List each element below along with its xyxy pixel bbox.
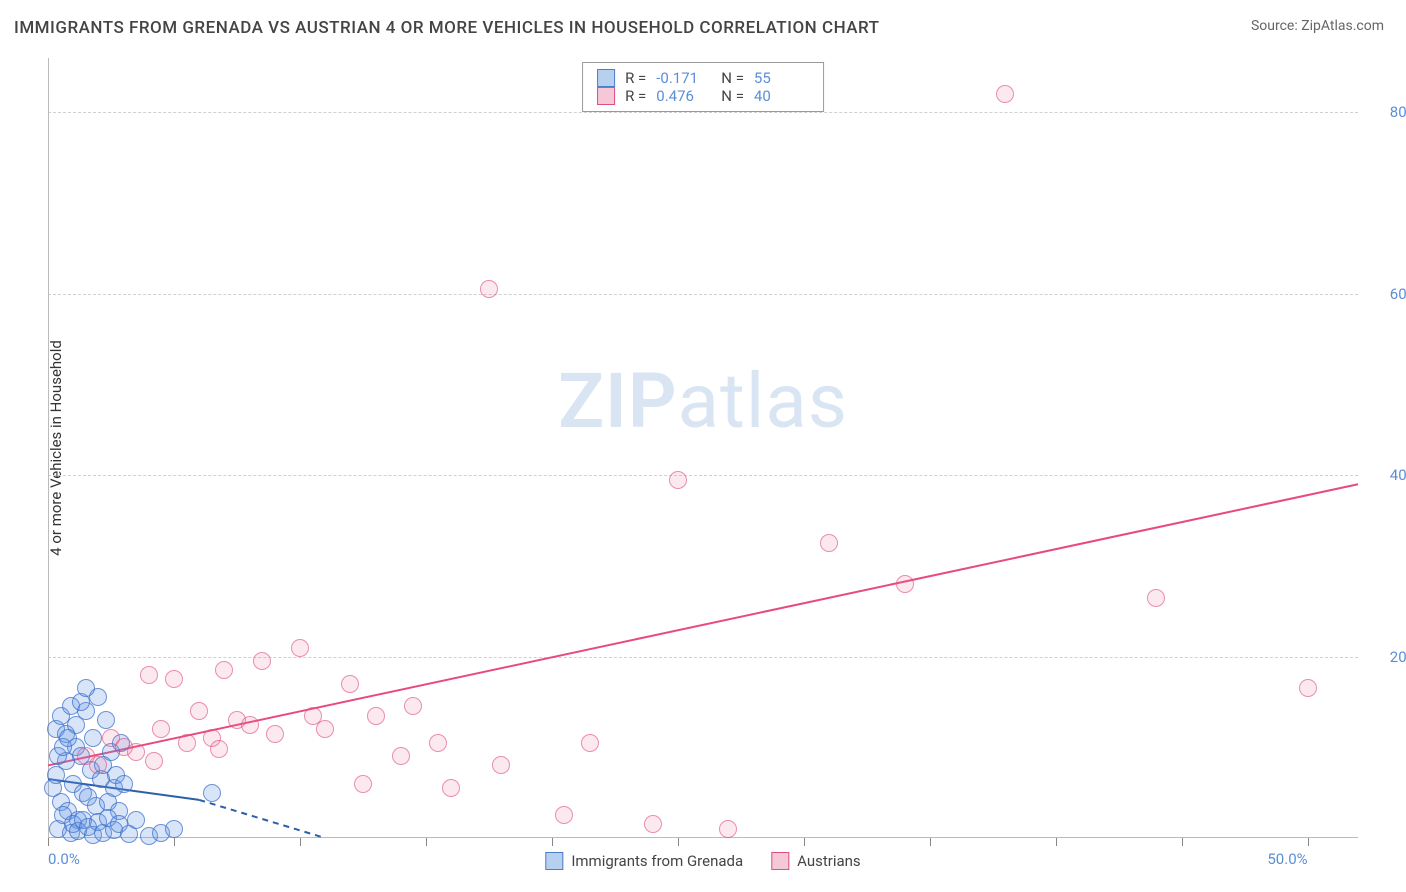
y-tick-label: 60.0% <box>1390 285 1406 303</box>
data-point <box>896 575 914 593</box>
data-point <box>719 820 737 838</box>
x-tick <box>1308 838 1309 846</box>
x-tick <box>174 838 175 846</box>
x-tick <box>678 838 679 846</box>
data-point <box>210 740 228 758</box>
data-point <box>145 752 163 770</box>
legend-r-value: 0.476 <box>656 87 711 105</box>
data-point <box>480 280 498 298</box>
source-attribution: Source: ZipAtlas.com <box>1251 18 1384 34</box>
data-point <box>644 815 662 833</box>
x-tick-label: 0.0% <box>48 850 80 868</box>
data-point <box>555 806 573 824</box>
legend-r-label: R = <box>625 69 646 87</box>
x-tick <box>804 838 805 846</box>
series-legend-item: Austrians <box>771 852 861 870</box>
data-point <box>1299 679 1317 697</box>
x-tick-label: 50.0% <box>1267 850 1307 868</box>
data-point <box>140 666 158 684</box>
plot-area: 4 or more Vehicles in Household ZIPatlas… <box>48 58 1358 838</box>
legend-row: R = 0.476 N = 40 <box>597 87 809 105</box>
x-tick <box>1182 838 1183 846</box>
legend-row: R = -0.171 N = 55 <box>597 69 809 87</box>
data-point <box>165 820 183 838</box>
legend-n-value: 40 <box>754 87 809 105</box>
legend-swatch <box>597 87 615 105</box>
data-point <box>442 779 460 797</box>
data-point <box>178 734 196 752</box>
x-tick <box>552 838 553 846</box>
legend-swatch <box>545 852 563 870</box>
data-point <box>89 756 107 774</box>
legend-swatch <box>597 69 615 87</box>
data-point <box>492 756 510 774</box>
x-tick <box>1056 838 1057 846</box>
series-legend: Immigrants from Grenada Austrians <box>545 852 860 870</box>
data-point <box>392 747 410 765</box>
data-point <box>241 716 259 734</box>
legend-n-value: 55 <box>754 69 809 87</box>
data-point <box>354 775 372 793</box>
chart-title: IMMIGRANTS FROM GRENADA VS AUSTRIAN 4 OR… <box>14 18 880 38</box>
data-point <box>59 729 77 747</box>
data-point <box>190 702 208 720</box>
y-tick-label: 80.0% <box>1390 103 1406 121</box>
data-point <box>115 775 133 793</box>
x-tick <box>300 838 301 846</box>
data-point <box>165 670 183 688</box>
x-tick <box>930 838 931 846</box>
legend-n-label: N = <box>721 69 744 87</box>
x-tick <box>426 838 427 846</box>
data-point <box>341 675 359 693</box>
data-point <box>152 720 170 738</box>
data-point <box>266 725 284 743</box>
series-legend-label: Austrians <box>797 852 861 870</box>
data-point <box>1147 589 1165 607</box>
series-legend-item: Immigrants from Grenada <box>545 852 743 870</box>
data-point <box>253 652 271 670</box>
legend-swatch <box>771 852 789 870</box>
trend-line-blue-dashed <box>199 800 325 838</box>
data-point <box>215 661 233 679</box>
series-legend-label: Immigrants from Grenada <box>571 852 743 870</box>
legend-r-label: R = <box>625 87 646 105</box>
data-point <box>84 729 102 747</box>
data-point <box>97 711 115 729</box>
data-point <box>669 471 687 489</box>
legend-n-label: N = <box>721 87 744 105</box>
x-tick <box>48 838 49 846</box>
data-point <box>127 811 145 829</box>
data-point <box>404 697 422 715</box>
data-point <box>429 734 447 752</box>
legend-r-value: -0.171 <box>656 69 711 87</box>
data-point <box>367 707 385 725</box>
data-point <box>316 720 334 738</box>
data-point <box>291 639 309 657</box>
data-point <box>996 85 1014 103</box>
y-tick-label: 40.0% <box>1390 466 1406 484</box>
correlation-legend: R = -0.171 N = 55 R = 0.476 N = 40 <box>582 62 824 112</box>
y-tick-label: 20.0% <box>1390 648 1406 666</box>
data-point <box>203 784 221 802</box>
data-point <box>77 679 95 697</box>
data-point <box>820 534 838 552</box>
data-point <box>127 743 145 761</box>
data-point <box>581 734 599 752</box>
